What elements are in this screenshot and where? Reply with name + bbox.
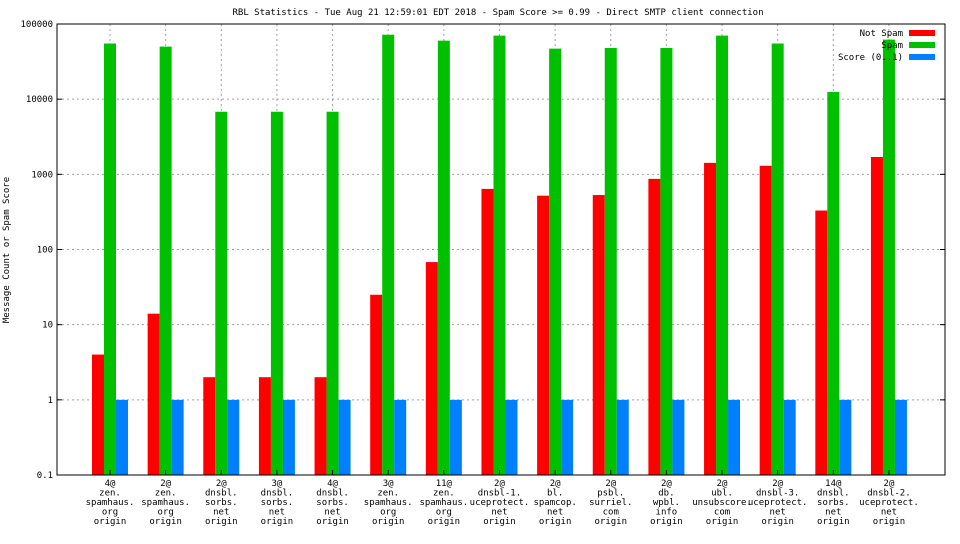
x-tick-label: 2@ psbl. surriel. com origin	[589, 479, 632, 527]
bar-score	[783, 399, 796, 475]
bar-not-spam	[314, 377, 327, 475]
bar-not-spam	[258, 377, 271, 475]
bar-not-spam	[481, 188, 494, 475]
bar-not-spam	[203, 377, 216, 475]
bar-score	[894, 399, 907, 475]
x-tick-label: 11@ zen. spamhaus. org origin	[419, 479, 468, 527]
legend-label: Not Spam	[860, 29, 903, 39]
bar-score	[561, 399, 574, 475]
bar-not-spam	[425, 262, 438, 475]
x-tick-label: 14@ dnsbl. sorbs. net origin	[817, 479, 850, 527]
bar-score	[672, 399, 685, 475]
bar-not-spam	[537, 195, 550, 475]
bar-score	[839, 399, 852, 475]
bar-not-spam	[370, 294, 383, 475]
legend-swatch	[909, 54, 935, 60]
x-tick-label: 2@ dnsbl. sorbs. net origin	[205, 479, 238, 527]
bar-not-spam	[704, 162, 717, 475]
y-tick-label: 1	[48, 396, 53, 406]
bar-spam	[159, 46, 172, 476]
y-tick-label: 100000	[20, 20, 53, 30]
bar-not-spam	[147, 313, 160, 475]
x-tick-label: 2@ ubl. unsubscore. com origin	[692, 479, 752, 527]
chart-title: RBL Statistics - Tue Aug 21 12:59:01 EDT…	[232, 8, 763, 18]
bar-spam	[549, 48, 562, 476]
bar-not-spam	[592, 195, 605, 475]
bar-spam	[493, 35, 506, 475]
x-tick-label: 2@ bl. spamcop. net origin	[533, 479, 576, 527]
bar-score	[394, 399, 407, 475]
bar-spam	[660, 47, 673, 476]
bar-spam	[771, 43, 784, 475]
bar-score	[338, 399, 351, 475]
bar-not-spam	[870, 157, 883, 475]
bar-score	[505, 399, 518, 475]
x-tick-label: 3@ dnsbl. sorbs. net origin	[261, 479, 294, 527]
x-tick-label: 2@ dnsbl-1. uceprotect. net origin	[470, 479, 530, 527]
x-tick-label: 3@ zen. spamhaus. org origin	[364, 479, 413, 527]
bar-not-spam	[815, 210, 828, 476]
bar-spam	[382, 34, 395, 475]
bar-score	[449, 399, 462, 475]
legend-label: Spam	[881, 41, 903, 51]
plot-frame	[56, 23, 946, 476]
bar-spam	[215, 111, 228, 476]
bar-spam	[270, 111, 283, 476]
bar-spam	[604, 47, 617, 476]
bar-not-spam	[759, 165, 772, 475]
bar-not-spam	[648, 178, 661, 476]
x-tick-label: 2@ dnsbl-3. uceprotect. net origin	[748, 479, 808, 527]
y-tick-label: 10000	[26, 95, 53, 105]
bar-score	[227, 399, 240, 475]
legend-label: Score (0..1)	[838, 53, 903, 63]
x-tick-label: 2@ zen. spamhaus. org origin	[141, 479, 190, 527]
legend-swatch	[909, 30, 935, 36]
x-tick-label: 4@ zen. spamhaus. org origin	[86, 479, 135, 527]
bar-score	[282, 399, 295, 475]
bar-spam	[716, 35, 729, 475]
y-tick-label: 10	[42, 321, 53, 331]
bar-spam	[882, 39, 895, 475]
bar-spam	[437, 40, 450, 476]
bar-score	[171, 399, 184, 475]
bar-score	[728, 399, 741, 475]
legend-swatch	[909, 42, 935, 48]
y-axis-label: Message Count or Spam Score	[2, 177, 12, 323]
x-tick-label: 4@ dnsbl. sorbs. net origin	[316, 479, 349, 527]
bar-score	[116, 399, 128, 475]
bar-spam	[326, 111, 339, 476]
bar-score	[616, 399, 629, 475]
x-tick-label: 2@ dnsbl-2. uceprotect. net origin	[859, 479, 919, 527]
bar-spam	[827, 91, 840, 475]
y-tick-label: 0.1	[37, 471, 53, 481]
x-tick-label: 2@ db. wpbl. info origin	[650, 479, 683, 527]
bar-spam	[104, 43, 116, 475]
y-tick-label: 100	[37, 246, 53, 256]
y-tick-label: 1000	[31, 170, 53, 180]
bar-not-spam	[92, 354, 104, 475]
